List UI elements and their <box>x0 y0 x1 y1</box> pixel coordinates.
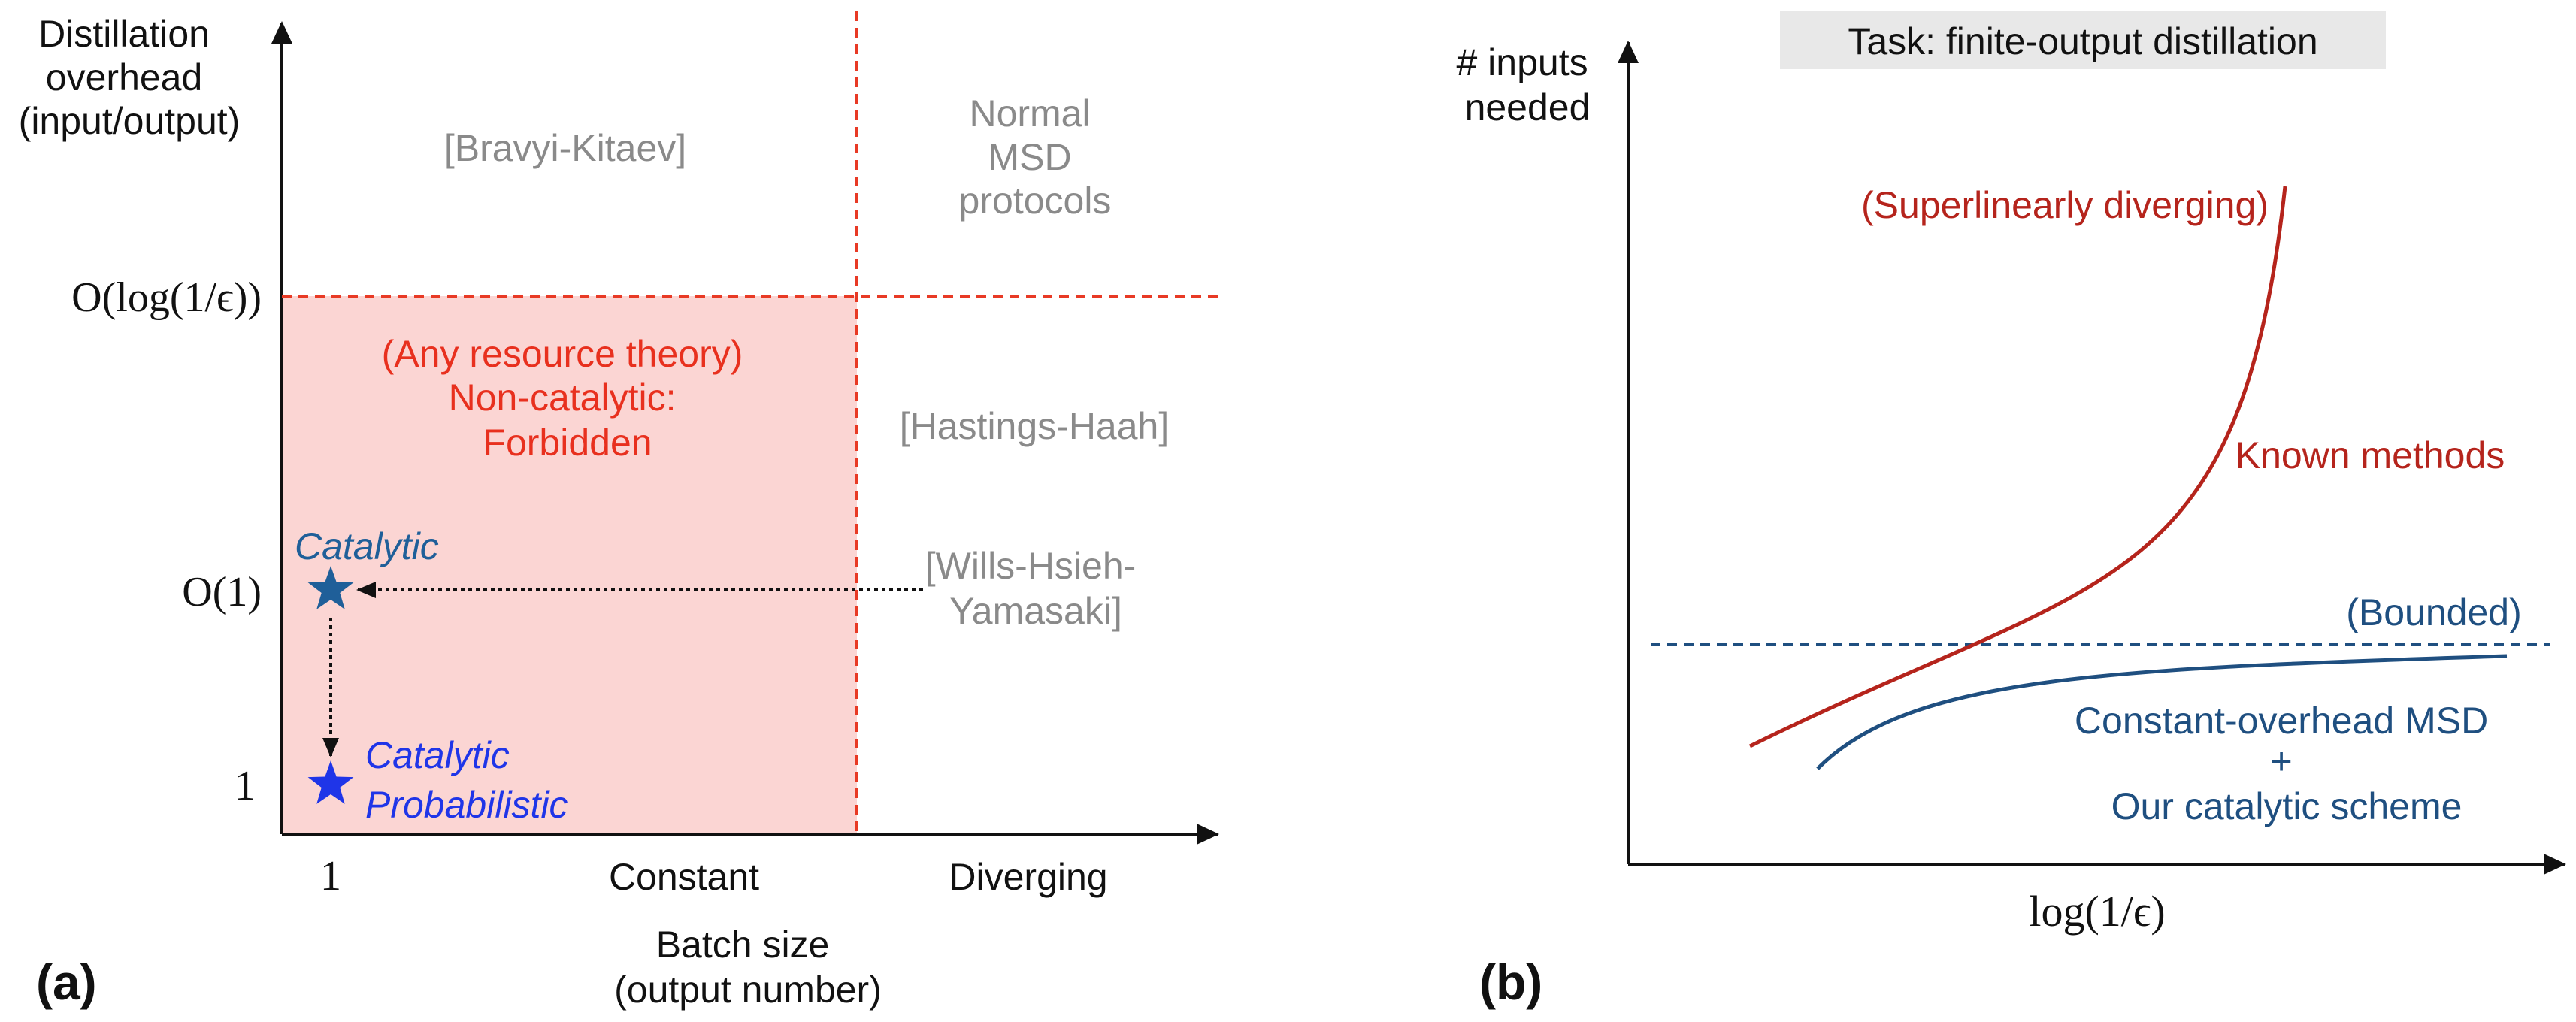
y-tick-one: 1 <box>235 763 256 809</box>
task-box-label: Task: finite-output distillation <box>1848 20 2317 62</box>
normal-msd-label: Normal MSD protocols <box>959 92 1112 222</box>
wills-hsieh-yamasaki-label: [Wills-Hsieh- Yamasaki] <box>925 545 1146 632</box>
bounded-label: (Bounded) <box>2346 591 2522 633</box>
x-tick-diverging: Diverging <box>949 856 1107 898</box>
hastings-haah-label: [Hastings-Haah] <box>900 405 1170 447</box>
panel-b-y-axis-title: # inputs needed <box>1456 41 1598 129</box>
superlinear-label: (Superlinearly diverging) <box>1861 184 2269 226</box>
catalytic-star <box>307 566 354 609</box>
panel-a-label: (a) <box>36 954 97 1010</box>
our-scheme-label: Constant-overhead MSD + Our catalytic sc… <box>2075 700 2499 827</box>
forbidden-label: (Any resource theory) Non-catalytic: For… <box>382 333 754 464</box>
task-box <box>1780 11 2386 69</box>
x-tick-one: 1 <box>320 853 341 900</box>
catalytic-probabilistic-label: Catalytic Probabilistic <box>365 734 568 826</box>
bravyi-kitaev-label: [Bravyi-Kitaev] <box>444 127 686 169</box>
panel-b: Task: finite-output distillation # input… <box>1456 11 2566 1010</box>
catalytic-label: Catalytic <box>295 525 439 567</box>
forbidden-region <box>282 296 857 834</box>
known-methods-label: Known methods <box>2235 434 2505 476</box>
x-tick-constant: Constant <box>609 856 759 898</box>
panel-a-y-axis-title: Distillation overhead (input/output) <box>19 13 241 142</box>
catalytic-probabilistic-star <box>307 760 354 804</box>
y-tick-log: O(log(1/ϵ)) <box>71 274 262 321</box>
y-tick-constant: O(1) <box>182 569 262 615</box>
panel-b-x-axis-title: log(1/ϵ) <box>2029 887 2165 936</box>
known-methods-curve <box>1748 186 2287 748</box>
panel-b-label: (b) <box>1479 954 1542 1010</box>
our-scheme-curve <box>1816 654 2508 770</box>
panel-a: Distillation overhead (input/output) O(l… <box>19 11 1221 1011</box>
panel-a-x-axis-title: Batch size (output number) <box>614 924 882 1011</box>
